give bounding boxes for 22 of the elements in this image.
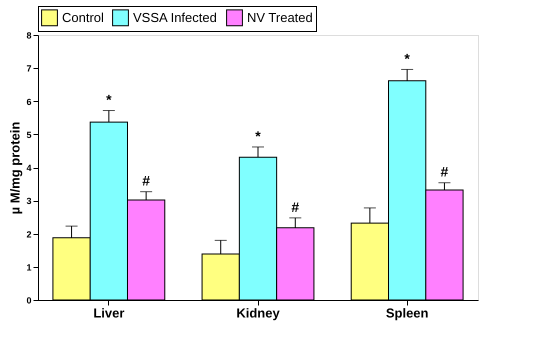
data-label: # bbox=[291, 198, 300, 215]
legend-label: NV Treated bbox=[247, 10, 313, 25]
legend-label: VSSA Infected bbox=[133, 10, 217, 25]
y-tick-label: 5 bbox=[26, 130, 32, 140]
data-label: # bbox=[440, 164, 449, 180]
y-axis-title: µ M/mg protein bbox=[7, 122, 22, 214]
data-label: * bbox=[106, 92, 112, 108]
y-tick-label: 4 bbox=[26, 163, 32, 173]
y-tick-label: 1 bbox=[26, 262, 32, 272]
data-label: * bbox=[255, 128, 262, 144]
data-label: * bbox=[404, 50, 410, 66]
x-tick-label: Kidney bbox=[236, 306, 280, 320]
y-tick-label: 3 bbox=[26, 196, 32, 206]
x-tick-label: Spleen bbox=[386, 306, 429, 320]
y-tick-label: 0 bbox=[26, 296, 32, 306]
y-tick-label: 7 bbox=[26, 64, 32, 74]
data-label: # bbox=[142, 172, 150, 189]
x-tick-label: Liver bbox=[93, 306, 124, 320]
legend-label: Control bbox=[62, 10, 104, 25]
y-tick-label: 6 bbox=[26, 96, 32, 107]
y-tick-label: 8 bbox=[26, 30, 32, 40]
y-tick-label: 2 bbox=[26, 229, 32, 240]
